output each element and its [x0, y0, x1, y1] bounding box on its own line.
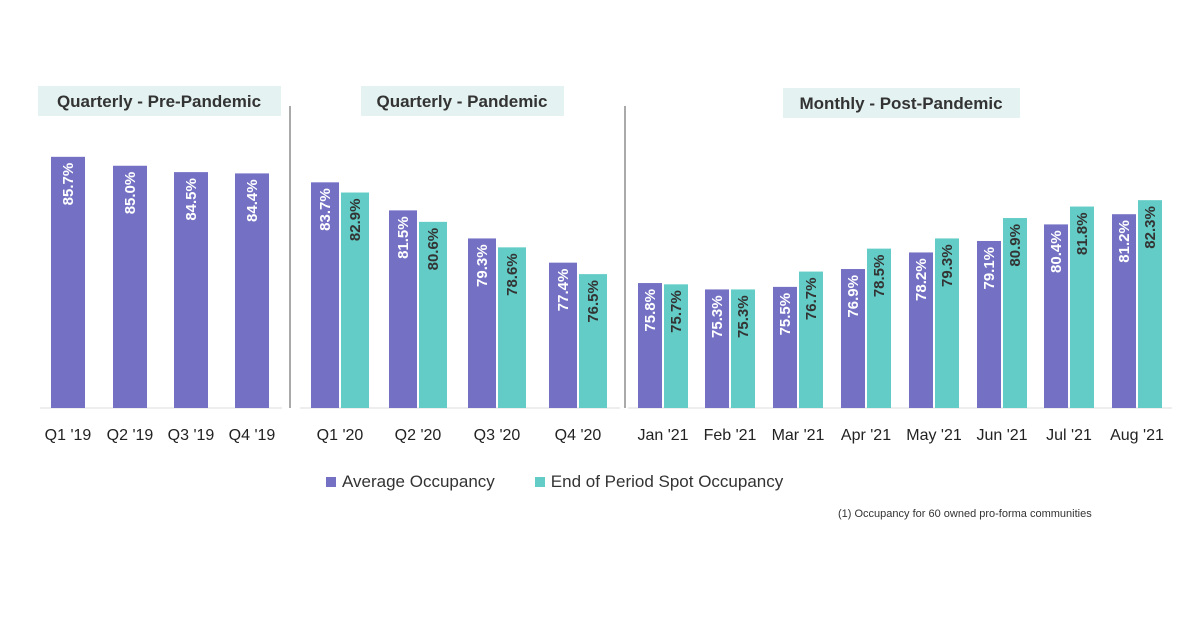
legend-swatch-spot — [534, 477, 545, 487]
legend-label-average: Average Occupancy — [342, 472, 495, 491]
bar-spot — [341, 192, 369, 408]
data-label: 79.1% — [981, 247, 998, 290]
data-label: 83.7% — [317, 188, 334, 231]
x-tick-label: Aug '21 — [1110, 427, 1164, 444]
data-label: 75.5% — [777, 293, 794, 336]
x-tick-label: Q3 '20 — [474, 427, 521, 444]
data-label: 78.2% — [913, 258, 930, 301]
panel-title-bg — [361, 86, 564, 116]
data-label: 76.5% — [585, 280, 602, 323]
data-label: 80.6% — [425, 228, 442, 271]
bar-average — [841, 269, 865, 408]
panel-title: Monthly - Post-Pandemic — [799, 94, 1002, 113]
bar-average — [773, 286, 797, 408]
x-tick-label: Q1 '19 — [45, 427, 92, 444]
x-tick-label: Feb '21 — [704, 427, 757, 444]
data-label: 85.7% — [60, 163, 77, 206]
data-label: 81.5% — [395, 216, 412, 259]
bar-average — [705, 289, 729, 408]
panel-title-bg — [783, 88, 1020, 118]
bar-spot — [1003, 218, 1027, 408]
x-tick-label: Q2 '20 — [395, 427, 442, 444]
bar-average — [235, 173, 269, 408]
x-tick-label: Jun '21 — [976, 427, 1027, 444]
data-label: 75.3% — [735, 295, 752, 338]
data-label: 85.0% — [122, 172, 139, 215]
bar-average — [311, 182, 339, 408]
x-tick-label: Mar '21 — [772, 427, 825, 444]
data-label: 80.9% — [1007, 224, 1024, 267]
data-label: 81.2% — [1116, 220, 1133, 263]
data-label: 82.3% — [1142, 206, 1159, 249]
data-label: 75.7% — [668, 290, 685, 333]
bar-average — [1112, 214, 1136, 408]
data-label: 79.3% — [939, 244, 956, 287]
bar-spot — [419, 221, 447, 408]
x-tick-label: Q4 '19 — [229, 427, 276, 444]
x-tick-label: Apr '21 — [841, 427, 891, 444]
data-label: 77.4% — [555, 269, 572, 312]
bar-spot — [1070, 206, 1094, 408]
data-label: 81.8% — [1074, 213, 1091, 256]
footnote: (1) Occupancy for 60 owned pro-forma com… — [838, 508, 1092, 520]
bar-spot — [664, 284, 688, 408]
legend-label-spot: End of Period Spot Occupancy — [550, 472, 784, 491]
legend: Average Occupancy End of Period Spot Occ… — [326, 472, 783, 492]
bar-spot — [731, 289, 755, 408]
panel-2: Quarterly - Pandemic 83.7% 82.9% Q1 '20 81.5… — [300, 86, 620, 444]
panel-title: Quarterly - Pandemic — [376, 92, 547, 111]
bar-average — [638, 283, 662, 408]
bar-average — [1044, 224, 1068, 408]
x-tick-label: May '21 — [906, 427, 962, 444]
bar-spot — [498, 247, 526, 408]
bar-average — [113, 165, 147, 408]
data-label: 79.3% — [474, 244, 491, 287]
bar-average — [549, 262, 577, 408]
legend-swatch-average — [326, 477, 336, 487]
bar-average — [174, 172, 208, 408]
bar-average — [977, 240, 1001, 408]
data-label: 78.5% — [871, 255, 888, 298]
x-tick-label: Jul '21 — [1046, 427, 1092, 444]
bar-spot — [935, 238, 959, 408]
x-tick-label: Q1 '20 — [317, 427, 364, 444]
data-label: 84.5% — [183, 178, 200, 221]
panel-title: Quarterly - Pre-Pandemic — [57, 92, 261, 111]
data-label: 76.7% — [803, 278, 820, 321]
bar-average — [51, 156, 85, 408]
bar-spot — [1138, 200, 1162, 408]
data-label: 75.3% — [709, 295, 726, 338]
bar-spot — [867, 248, 891, 408]
bar-spot — [579, 274, 607, 408]
data-label: 78.6% — [504, 253, 521, 296]
panel-3: Monthly - Post-Pandemic 75.8% 75.7% Jan '21… — [628, 88, 1172, 444]
bar-average — [389, 210, 417, 408]
data-label: 80.4% — [1048, 230, 1065, 273]
data-label: 82.9% — [347, 199, 364, 242]
data-label: 75.8% — [642, 289, 659, 332]
panel-title-bg — [38, 86, 281, 116]
legend-item-average: Average Occupancy — [326, 472, 495, 492]
bar-spot — [799, 271, 823, 408]
data-label: 76.9% — [845, 275, 862, 318]
data-label: 84.4% — [244, 179, 261, 222]
legend-item-spot: End of Period Spot Occupancy — [534, 472, 784, 492]
panel-1: Quarterly - Pre-Pandemic 85.7% Q1 '19 85.0%… — [38, 86, 282, 444]
x-tick-label: Jan '21 — [637, 427, 688, 444]
bar-average — [468, 238, 496, 408]
x-tick-label: Q4 '20 — [555, 427, 602, 444]
x-tick-label: Q2 '19 — [107, 427, 154, 444]
x-tick-label: Q3 '19 — [168, 427, 215, 444]
bar-average — [909, 252, 933, 408]
